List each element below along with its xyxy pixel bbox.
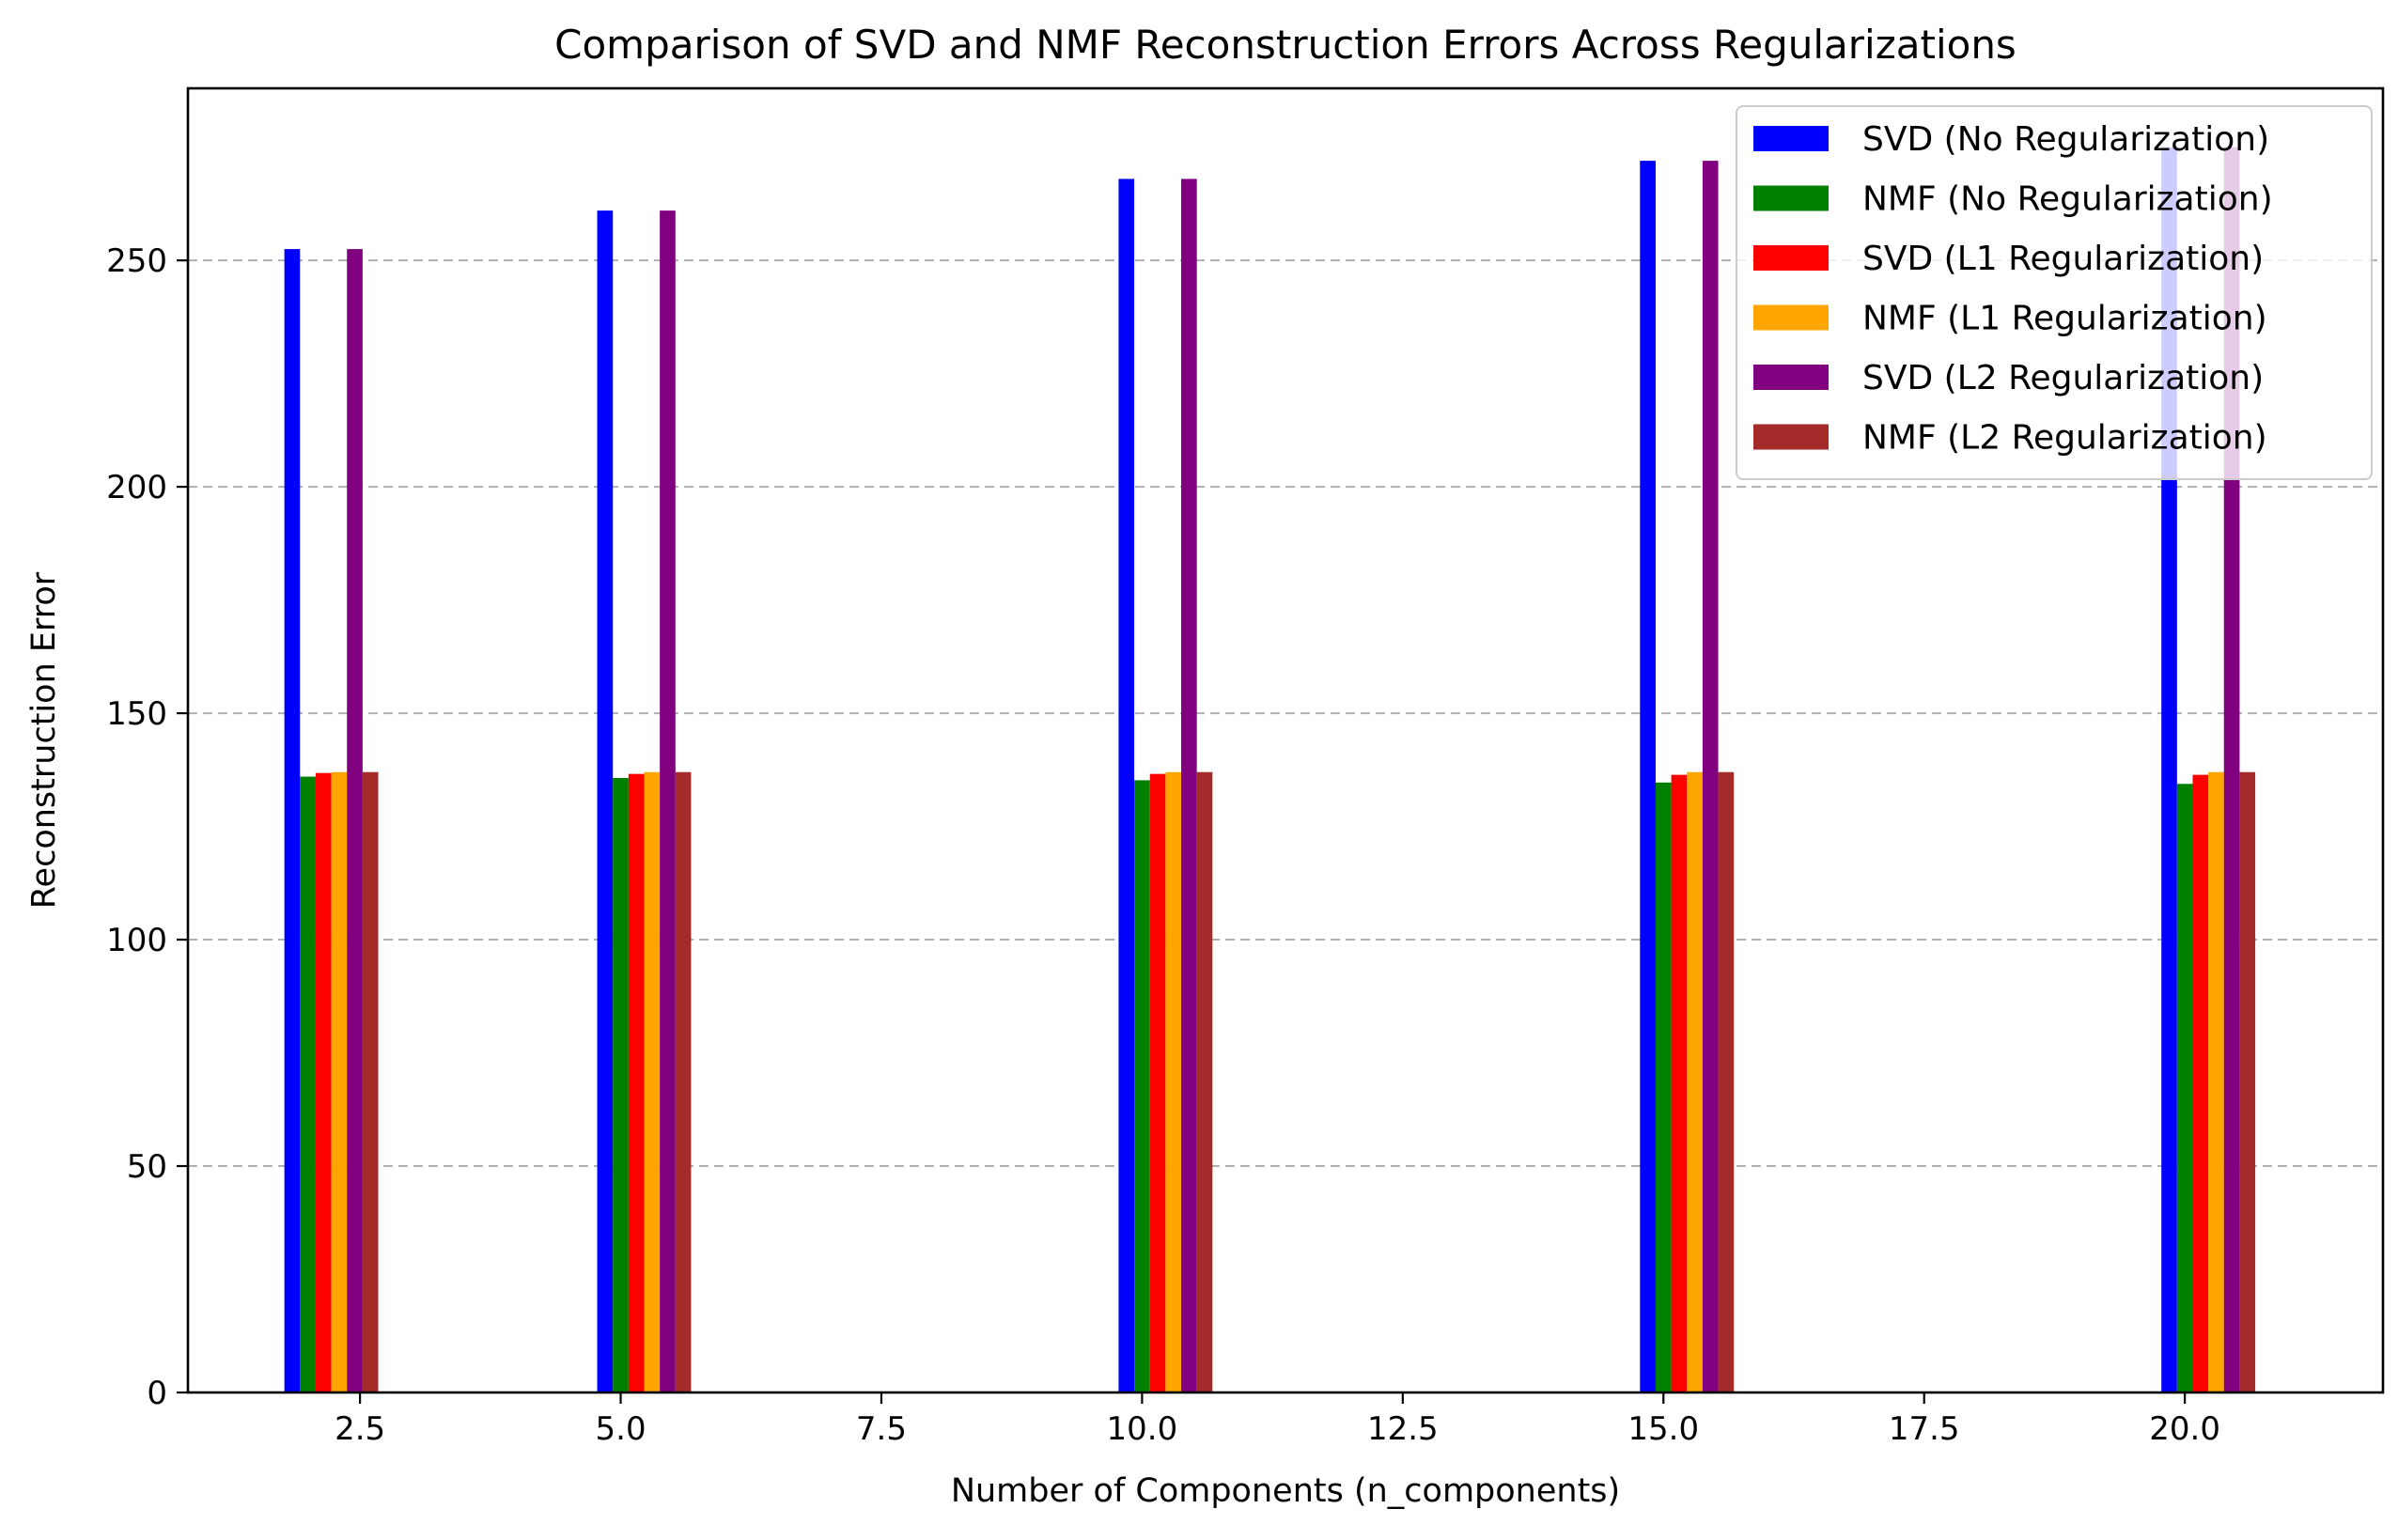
legend-swatch (1753, 245, 1829, 271)
legend-label: NMF (No Regularization) (1862, 180, 2273, 219)
bar (362, 771, 379, 1392)
legend-label: NMF (L2 Regularization) (1862, 419, 2267, 458)
x-axis-label: Number of Components (n_components) (951, 1472, 1620, 1510)
chart-title: Comparison of SVD and NMF Reconstruction… (554, 22, 2016, 68)
plot-frame (186, 86, 2385, 1394)
legend-label: NMF (L1 Regularization) (1862, 300, 2267, 338)
bar (1118, 179, 1135, 1392)
y-tick-label: 0 (147, 1375, 167, 1412)
y-tick-label: 150 (106, 695, 167, 733)
bar (1165, 771, 1182, 1392)
x-tick-label: 2.5 (335, 1410, 385, 1448)
bar (1196, 771, 1213, 1392)
legend-label: SVD (No Regularization) (1862, 120, 2269, 159)
gridlines (188, 259, 2383, 1168)
bar (1671, 774, 1688, 1392)
y-axis-ticks: 0 50 100 150 200 250 (106, 242, 188, 1412)
legend-swatch (1753, 365, 1829, 390)
bar (644, 771, 661, 1392)
bar (300, 776, 316, 1392)
bar (2239, 771, 2256, 1392)
bar (1655, 782, 1672, 1392)
bar (2192, 774, 2209, 1392)
legend-swatch (1753, 185, 1829, 211)
legend-swatch (1753, 424, 1829, 450)
bar (1134, 780, 1150, 1392)
bar (1640, 161, 1656, 1393)
bar (628, 773, 645, 1392)
bar (1149, 773, 1166, 1392)
x-tick-label: 17.5 (1889, 1410, 1960, 1448)
bar (2208, 771, 2224, 1392)
bar (1181, 179, 1197, 1392)
x-tick-label: 5.0 (596, 1410, 646, 1448)
bar (660, 210, 676, 1392)
x-tick-label: 7.5 (856, 1410, 907, 1448)
bar (1718, 771, 1735, 1392)
y-axis-label: Reconstruction Error (25, 571, 63, 909)
x-tick-label: 15.0 (1627, 1410, 1699, 1448)
y-tick-label: 250 (106, 242, 167, 280)
x-tick-label: 10.0 (1107, 1410, 1178, 1448)
bar (675, 771, 692, 1392)
x-tick-label: 20.0 (2149, 1410, 2220, 1448)
legend-swatch (1753, 126, 1829, 151)
bar (1687, 771, 1703, 1392)
bar (284, 249, 301, 1392)
bar (597, 210, 614, 1392)
bar (613, 778, 629, 1392)
bar (331, 771, 348, 1392)
legend-label: SVD (L2 Regularization) (1862, 359, 2264, 397)
y-tick-label: 100 (106, 922, 167, 959)
bar (347, 249, 363, 1392)
y-tick-label: 50 (127, 1148, 167, 1186)
bar (2176, 784, 2193, 1392)
bar (1702, 161, 1719, 1393)
bar (315, 772, 332, 1392)
legend-box (1736, 105, 2373, 480)
legend-swatch (1753, 304, 1829, 331)
legend: SVD (No Regularization) NMF (No Regulariz… (1736, 105, 2373, 480)
y-tick-label: 200 (106, 469, 167, 506)
x-tick-label: 12.5 (1367, 1410, 1439, 1448)
x-axis-ticks: 2.5 5.0 7.5 10.0 12.5 15.0 17.5 20.0 (335, 1392, 2220, 1448)
legend-label: SVD (L1 Regularization) (1862, 240, 2264, 278)
